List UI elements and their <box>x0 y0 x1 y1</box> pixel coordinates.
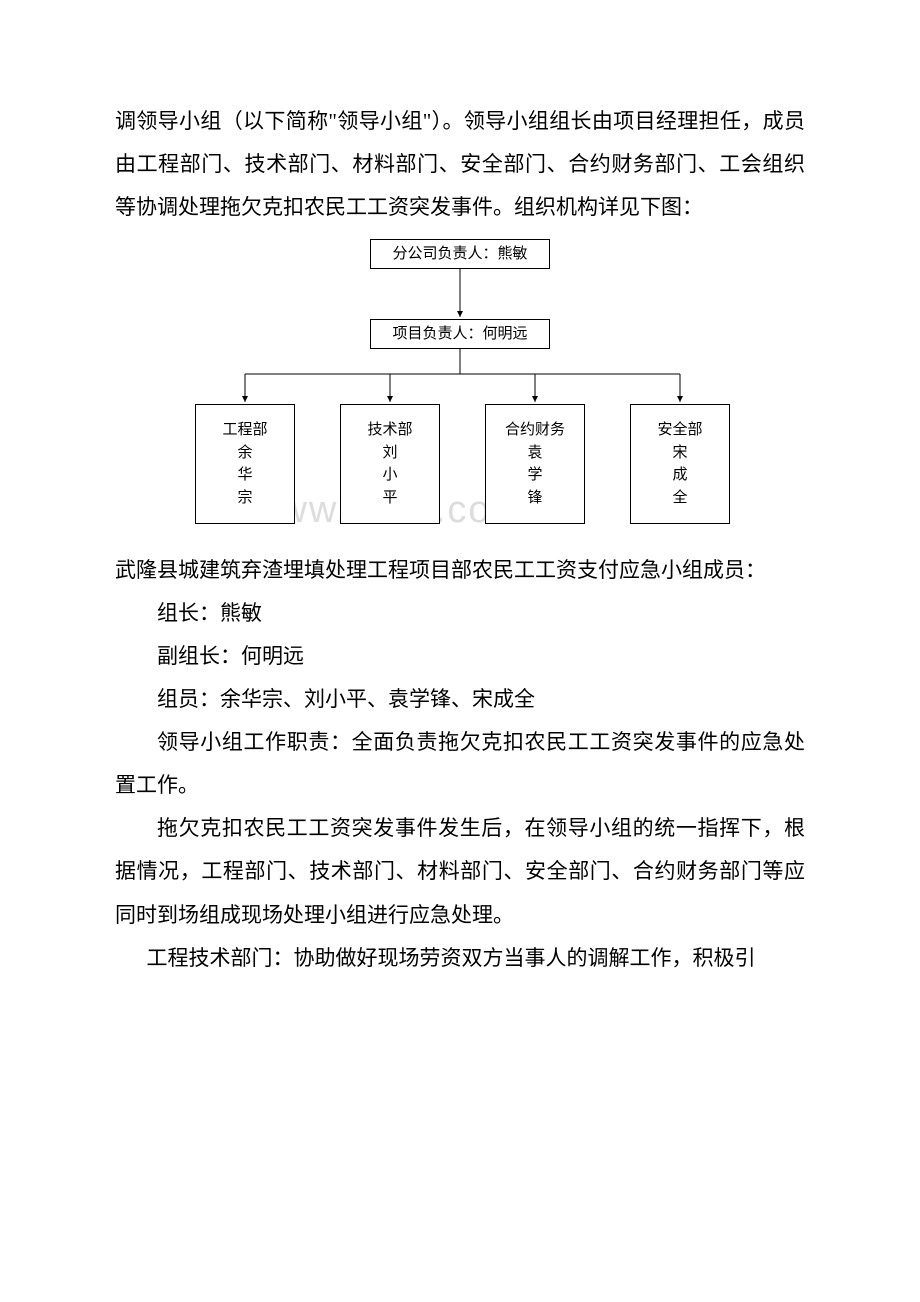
paragraph-4: 副组长：何明远 <box>115 635 805 678</box>
dept-label: 合约财务 <box>505 419 565 442</box>
chart-box-dept-3: 安全部 宋 成 全 <box>630 404 730 524</box>
dept-label: 技术部 <box>367 419 412 442</box>
chart-top-label: 分公司负责人：熊敏 <box>392 243 527 266</box>
paragraph-2: 武隆县城建筑弃渣埋填处理工程项目部农民工工资支付应急小组成员： <box>115 549 805 592</box>
dept-label: 安全部 <box>657 419 702 442</box>
paragraph-3: 组长：熊敏 <box>115 592 805 635</box>
chart-box-mid: 项目负责人：何明远 <box>370 319 550 349</box>
dept-name: 宋 成 全 <box>672 442 687 510</box>
org-chart: www.zixin.com.cn 分公司负责人：熊敏 项目负责人：何明远 工程部… <box>160 239 760 529</box>
chart-mid-label: 项目负责人：何明远 <box>392 323 527 346</box>
dept-name: 袁 学 锋 <box>527 442 542 510</box>
chart-box-dept-2: 合约财务 袁 学 锋 <box>485 404 585 524</box>
dept-label: 工程部 <box>222 419 267 442</box>
paragraph-7: 拖欠克扣农民工工资突发事件发生后，在领导小组的统一指挥下，根据情况，工程部门、技… <box>115 807 805 936</box>
paragraph-8: 工程技术部门：协助做好现场劳资双方当事人的调解工作，积极引 <box>115 937 805 980</box>
chart-box-top: 分公司负责人：熊敏 <box>370 239 550 269</box>
paragraph-5: 组员：余华宗、刘小平、袁学锋、宋成全 <box>115 678 805 721</box>
dept-name: 余 华 宗 <box>237 442 252 510</box>
chart-box-dept-0: 工程部 余 华 宗 <box>195 404 295 524</box>
paragraph-6: 领导小组工作职责：全面负责拖欠克扣农民工工资突发事件的应急处置工作。 <box>115 721 805 807</box>
chart-box-dept-1: 技术部 刘 小 平 <box>340 404 440 524</box>
paragraph-1: 调领导小组（以下简称"领导小组"）。领导小组组长由项目经理担任，成员由工程部门、… <box>115 100 805 229</box>
dept-name: 刘 小 平 <box>382 442 397 510</box>
